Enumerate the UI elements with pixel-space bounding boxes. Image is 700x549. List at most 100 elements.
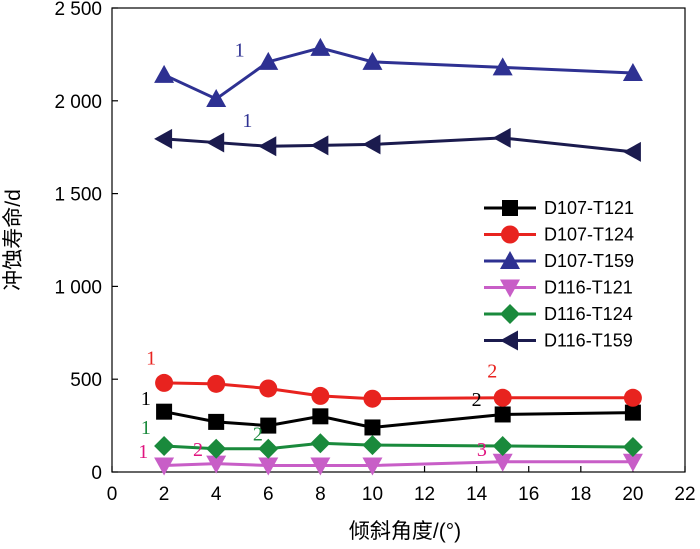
y-axis-ticks: 0 500 1 000 1 500 2 000 2 500 <box>54 0 118 484</box>
x-tick-label: 10 <box>362 484 383 505</box>
legend-label: D116-T159 <box>544 331 633 351</box>
annotation-label: 2 <box>193 439 203 461</box>
x-tick-label: 20 <box>622 484 643 505</box>
annotation-label: 1 <box>242 110 252 132</box>
x-tick-label: 8 <box>315 484 326 505</box>
data-point <box>258 51 279 70</box>
legend-marker <box>500 304 520 324</box>
legend-item: D107-T124 <box>484 225 634 245</box>
y-tick-label: 2 000 <box>54 92 102 113</box>
data-point <box>258 136 277 157</box>
data-point <box>362 457 383 476</box>
annotation-label: 1 <box>141 388 151 410</box>
y-tick-label: 1 500 <box>54 185 102 206</box>
data-point <box>206 438 227 459</box>
x-tick-label: 0 <box>107 484 118 505</box>
data-point <box>156 403 173 420</box>
data-point <box>623 388 642 407</box>
series-d116-t159 <box>154 127 641 162</box>
data-point <box>208 413 225 430</box>
annotation-label: 1 <box>138 441 148 463</box>
series-d107-t124 <box>155 373 642 408</box>
data-point <box>624 404 641 421</box>
x-tick-label: 12 <box>414 484 435 505</box>
legend-item: D116-T159 <box>484 330 633 351</box>
legend-item: D116-T121 <box>484 278 633 298</box>
data-point <box>364 419 381 436</box>
y-tick-label: 2 500 <box>54 0 102 20</box>
legend: D107-T121 D107-T124 D107-T159 D116-T121 D116… <box>484 198 634 351</box>
x-axis-label: 倾斜角度/(°) <box>349 520 461 543</box>
data-point <box>207 374 226 393</box>
annotation-label: 1 <box>235 39 245 61</box>
data-point <box>622 453 643 472</box>
data-point <box>622 62 643 81</box>
data-point <box>493 388 512 407</box>
data-point <box>312 408 329 425</box>
data-point <box>154 64 175 83</box>
legend-item: D107-T159 <box>484 251 634 271</box>
x-tick-label: 16 <box>518 484 539 505</box>
data-point <box>362 435 383 456</box>
plot-frame <box>111 7 686 473</box>
annotation-label: 3 <box>477 439 487 461</box>
x-tick-label: 2 <box>159 484 170 505</box>
data-point <box>310 433 331 454</box>
series-line <box>164 381 633 401</box>
data-point <box>362 51 383 70</box>
legend-item: D116-T124 <box>484 304 633 324</box>
annotation-label: 2 <box>253 423 263 445</box>
data-point <box>310 135 329 156</box>
data-point <box>492 127 511 148</box>
series-line <box>163 410 633 429</box>
data-point <box>206 455 227 474</box>
data-point <box>494 406 511 423</box>
data-point <box>310 37 331 56</box>
data-point <box>310 457 331 476</box>
y-axis-label: 冲蚀寿命/d <box>2 189 25 291</box>
data-point <box>154 436 175 457</box>
series-layer <box>154 37 643 476</box>
data-point <box>311 386 330 405</box>
x-tick-label: 14 <box>466 484 488 505</box>
legend-label: D107-T124 <box>544 225 634 245</box>
data-point <box>362 134 381 155</box>
y-tick-label: 500 <box>70 370 102 391</box>
axes <box>111 7 686 473</box>
legend-item: D107-T121 <box>484 198 634 218</box>
data-point <box>258 457 279 476</box>
series-line <box>164 460 633 468</box>
x-tick-label: 6 <box>263 484 274 505</box>
series-d107-t121 <box>156 403 641 436</box>
data-point <box>259 379 278 398</box>
series-line <box>163 136 634 154</box>
x-tick-label: 18 <box>570 484 591 505</box>
data-point <box>154 457 175 476</box>
legend-label: D107-T159 <box>544 251 634 271</box>
legend-marker <box>500 330 518 351</box>
data-point <box>492 57 513 76</box>
data-point <box>258 438 279 459</box>
series-d107-t159 <box>154 37 643 107</box>
legend-marker <box>500 279 520 298</box>
data-point <box>622 141 641 162</box>
x-tick-label: 22 <box>674 484 695 505</box>
annotation-label: 1 <box>141 417 151 439</box>
data-point <box>155 373 174 392</box>
legend-label: D116-T124 <box>544 304 633 324</box>
legend-marker <box>500 251 520 269</box>
data-point <box>622 436 643 457</box>
data-point <box>260 417 277 434</box>
data-point <box>363 389 382 408</box>
x-tick-label: 4 <box>211 484 222 505</box>
legend-label: D107-T121 <box>544 198 634 218</box>
legend-marker <box>501 225 519 244</box>
x-axis-ticks: 0 2 4 6 8 10 12 14 16 18 20 22 <box>107 466 696 505</box>
series-d116-t121 <box>154 453 643 476</box>
legend-marker <box>502 200 518 216</box>
annotation-label: 1 <box>146 347 156 369</box>
data-point <box>492 453 513 472</box>
data-point <box>154 128 173 149</box>
